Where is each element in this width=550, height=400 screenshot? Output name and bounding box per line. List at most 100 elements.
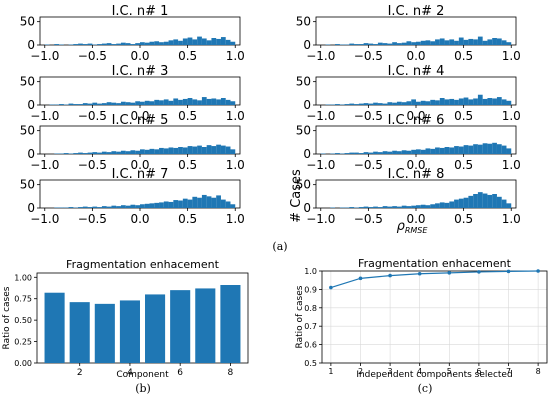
histogram-bar [154, 41, 160, 45]
histogram-bar [206, 145, 212, 154]
histogram-xtick-label: 0.5 [454, 212, 473, 226]
line-chart-ytick-label: 0.8 [304, 304, 317, 313]
histogram-bar [73, 153, 79, 154]
histogram-bar [220, 145, 226, 154]
histogram-bar [106, 152, 112, 154]
histogram-xtick-label: 0.0 [130, 109, 149, 123]
histogram-bar [130, 204, 136, 208]
line-chart-xtick-label: 4 [417, 367, 422, 376]
histogram-bar [449, 147, 455, 154]
histogram-bar [87, 207, 93, 208]
histogram-bar [420, 100, 426, 105]
histogram-ytick-label: 0 [27, 147, 35, 161]
histogram-xtick-label: 1.0 [226, 158, 245, 172]
line-point-3 [388, 273, 392, 278]
histogram-bar [216, 144, 221, 154]
histogram-bar [230, 101, 236, 105]
histogram-xtick-label: 1.0 [502, 212, 521, 226]
histogram-bar [149, 203, 155, 208]
histogram-title: I.C. n# 7 [112, 167, 169, 182]
histogram-bar [377, 152, 383, 154]
histogram-bar [197, 100, 202, 105]
histogram-bar [454, 99, 459, 105]
panel-label-b: (b) [135, 382, 151, 395]
histogram-bar [163, 41, 169, 45]
histogram-bar [206, 40, 212, 45]
histogram-ytick-label: 0 [303, 201, 311, 215]
histogram-bar [454, 146, 459, 154]
histogram-xtick-label: 1.0 [502, 109, 521, 123]
bar-chart-ylabel: Ratio of cases [2, 286, 12, 349]
line-chart-ytick-label: 1.0 [304, 267, 317, 276]
histogram-bar [373, 206, 378, 208]
histogram-ytick-label: 0 [303, 147, 311, 161]
histogram-bar [178, 99, 183, 105]
histogram-xtick-label: 1.0 [226, 49, 245, 63]
line-chart-ytick-label: 0.6 [304, 341, 317, 350]
histogram-bar [506, 203, 512, 208]
histogram-bar [216, 38, 221, 45]
histogram-bar [92, 102, 98, 105]
histogram-bar [182, 38, 188, 45]
histogram-bar [211, 98, 217, 105]
histogram-bar [111, 205, 117, 208]
histogram-bar [363, 206, 369, 208]
histogram-bar [140, 101, 145, 105]
histogram-bar [435, 100, 440, 105]
histogram-bar [411, 99, 416, 105]
histogram-bar [344, 104, 350, 105]
histogram-bar [101, 206, 107, 208]
histogram-bar [140, 42, 145, 45]
histogram-bar [425, 205, 431, 208]
histogram-bar [68, 103, 74, 105]
histogram-panel-8: I.C. n# 8 0 50 −1.0 −0.5 0.0 0.5 1.0 [296, 167, 521, 226]
histogram-xtick-label: 0.5 [178, 158, 197, 172]
bar-chart-xtick-label: 4 [127, 368, 133, 378]
histogram-bar [482, 98, 488, 105]
histogram-bar [149, 41, 155, 45]
histogram-bar [344, 153, 350, 154]
histogram-bar [373, 151, 378, 154]
histogram-bar [387, 206, 393, 208]
histogram-bar [106, 206, 112, 208]
histogram-xtick-label: −1.0 [306, 158, 335, 172]
histogram-bar [220, 98, 226, 105]
histogram-bar [187, 146, 193, 154]
histogram-ylabel: # Cases [289, 169, 304, 223]
histogram-ytick-label: 0 [27, 98, 35, 112]
histogram-panel-1: I.C. n# 1 0 50 −1.0 −0.5 0.0 0.5 1.0 [20, 4, 245, 63]
line-point-4 [417, 271, 422, 276]
histogram-bar [92, 206, 98, 208]
histogram-bar [97, 207, 102, 208]
histogram-xtick-label: −1.0 [30, 49, 59, 63]
histogram-bar [463, 97, 469, 105]
histogram-bar [416, 101, 421, 105]
histogram-bar [201, 147, 207, 154]
histogram-panel-6: I.C. n# 6 0 50 −1.0 −0.5 0.0 0.5 1.0 [296, 113, 521, 172]
histogram-ytick-label: 0 [27, 38, 35, 52]
histogram-bar [468, 195, 474, 208]
bar-chart-ytick-label: 0.75 [14, 295, 32, 304]
bar-chart-xtick-label: 2 [77, 368, 83, 378]
histogram-bar [78, 43, 83, 45]
histogram-bar [163, 99, 169, 105]
line-chart-xtick-label: 8 [536, 367, 541, 376]
histogram-bar [140, 149, 145, 154]
histogram-bar [230, 149, 236, 154]
histogram-ytick-label: 0 [303, 38, 311, 52]
histogram-ytick-label: 50 [20, 178, 35, 192]
histogram-bar [120, 101, 126, 105]
histogram-bar [392, 206, 397, 208]
histogram-xtick-label: 0.0 [130, 212, 149, 226]
histogram-bar [439, 147, 445, 154]
histogram-bar [492, 142, 497, 154]
line-chart-xtick-label: 7 [506, 367, 511, 376]
histogram-bar [73, 44, 79, 45]
histogram-bar [130, 102, 136, 105]
histogram-xtick-label: −0.5 [354, 109, 383, 123]
histogram-bar [487, 39, 493, 45]
histogram-bar [120, 42, 126, 45]
histogram-bar [173, 98, 179, 105]
histogram-bar [487, 194, 493, 208]
histogram-bar [406, 41, 412, 45]
